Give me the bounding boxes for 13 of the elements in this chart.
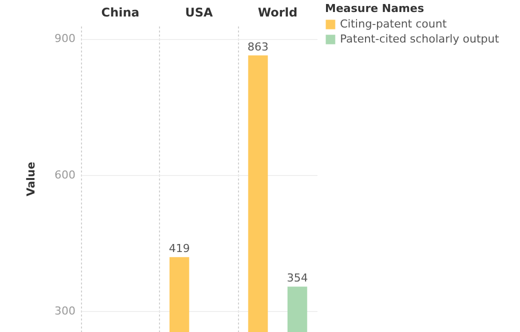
data-label: 354	[286, 272, 308, 285]
legend-label: Patent-cited scholarly output	[340, 32, 500, 46]
legend-title: Measure Names	[325, 2, 424, 15]
data-label: 863	[248, 40, 268, 54]
y-tick-label: 600	[54, 168, 76, 182]
x-tick-label: China	[101, 6, 140, 20]
data-label: 419	[168, 242, 190, 256]
legend-label: Citing-patent count	[340, 18, 448, 30]
y-tick-label: 900	[54, 32, 76, 46]
y-axis-title: Value	[24, 162, 38, 196]
x-tick-label: World	[258, 6, 298, 20]
x-tick-label: USA	[185, 6, 214, 20]
y-tick-label: 300	[54, 304, 76, 318]
